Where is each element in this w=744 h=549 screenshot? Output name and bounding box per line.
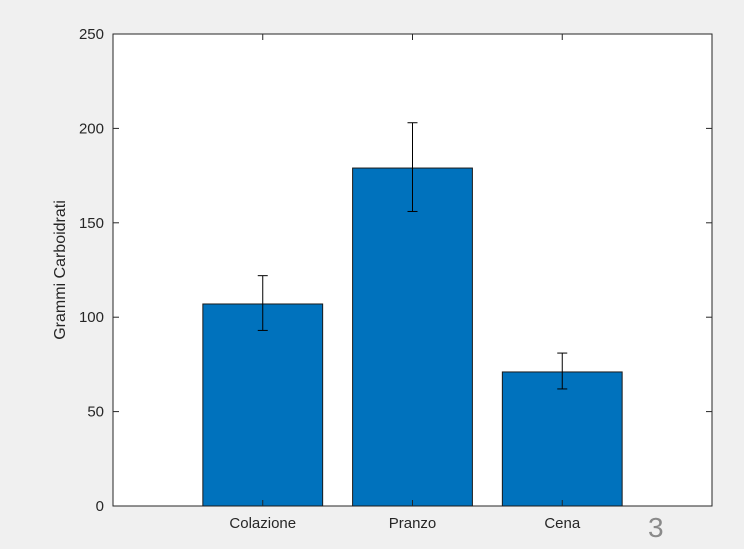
y-axis: 0 50 100 150 200 250 bbox=[79, 26, 712, 515]
x-tick-label: Cena bbox=[544, 515, 581, 532]
bar-pranzo bbox=[352, 167, 473, 507]
page-number: 3 bbox=[648, 512, 664, 543]
y-tick-label: 250 bbox=[79, 26, 104, 43]
errorbar-cena bbox=[557, 352, 568, 390]
x-tick-label: Colazione bbox=[229, 515, 296, 532]
x-tick-label: Pranzo bbox=[389, 515, 437, 532]
errorbars-group bbox=[257, 122, 568, 390]
y-tick-label: 100 bbox=[79, 309, 104, 326]
bar-cena bbox=[501, 371, 623, 507]
errorbar-pranzo bbox=[407, 122, 418, 212]
y-axis-label: Grammi Carboidrati bbox=[52, 200, 69, 340]
errorbar-colazione bbox=[257, 275, 268, 331]
y-tick-label: 50 bbox=[87, 404, 104, 421]
bar-colazione bbox=[202, 303, 324, 507]
x-axis: Colazione Pranzo Cena bbox=[229, 34, 581, 532]
y-tick-label: 150 bbox=[79, 215, 104, 232]
y-tick-label: 200 bbox=[79, 120, 104, 137]
y-tick-label: 0 bbox=[96, 498, 104, 515]
